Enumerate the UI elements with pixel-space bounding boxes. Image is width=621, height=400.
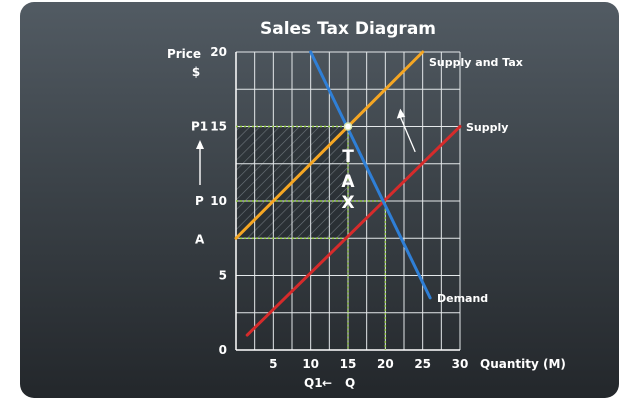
equilibrium-point	[343, 122, 353, 131]
demand-line	[309, 50, 432, 300]
supply-line	[245, 125, 462, 337]
chart-marks: 5 10 15 20 25 30 0 5 10 15 20 Quantity (M) Supply an…	[191, 45, 566, 390]
x-tick-label: 20	[377, 357, 394, 371]
tax-letter: X	[341, 193, 354, 213]
x-tick-label: 25	[414, 357, 431, 371]
price-rise-arrow-head	[196, 140, 204, 149]
quantity-label-q: Q	[345, 376, 355, 390]
price-label-p: P	[195, 194, 204, 208]
y-tick-label: 20	[210, 45, 227, 59]
y-axis-label: Price	[167, 47, 201, 61]
x-tick-label: 5	[269, 357, 277, 371]
quantity-decrease-arrow: ←	[322, 376, 332, 390]
y-tick-label: 0	[219, 343, 227, 357]
chart-title: Sales Tax Diagram	[260, 19, 436, 39]
x-tick-label: 30	[452, 357, 469, 371]
price-label-p1: P1	[191, 120, 208, 134]
x-axis-label: Quantity (M)	[480, 357, 566, 371]
y-axis-unit: $	[192, 65, 200, 79]
tax-letter: A	[341, 172, 355, 192]
quantity-label-q1: Q1	[304, 376, 323, 390]
y-tick-label: 15	[210, 120, 227, 134]
supply-and-tax-line	[234, 50, 425, 240]
demand-label: Demand	[437, 292, 488, 305]
supply-label: Supply	[466, 121, 508, 134]
price-label-a: A	[195, 232, 205, 246]
x-tick-label: 10	[302, 357, 319, 371]
y-tick-label: 10	[210, 194, 227, 208]
supply-and-tax-label: Supply and Tax	[429, 56, 523, 69]
supply-shift-arrow-shaft	[399, 116, 416, 153]
tax-letter: T	[342, 147, 354, 167]
supply-shift-arrow-head	[396, 108, 406, 119]
y-tick-label: 5	[219, 269, 227, 283]
x-tick-label: 15	[340, 357, 357, 371]
